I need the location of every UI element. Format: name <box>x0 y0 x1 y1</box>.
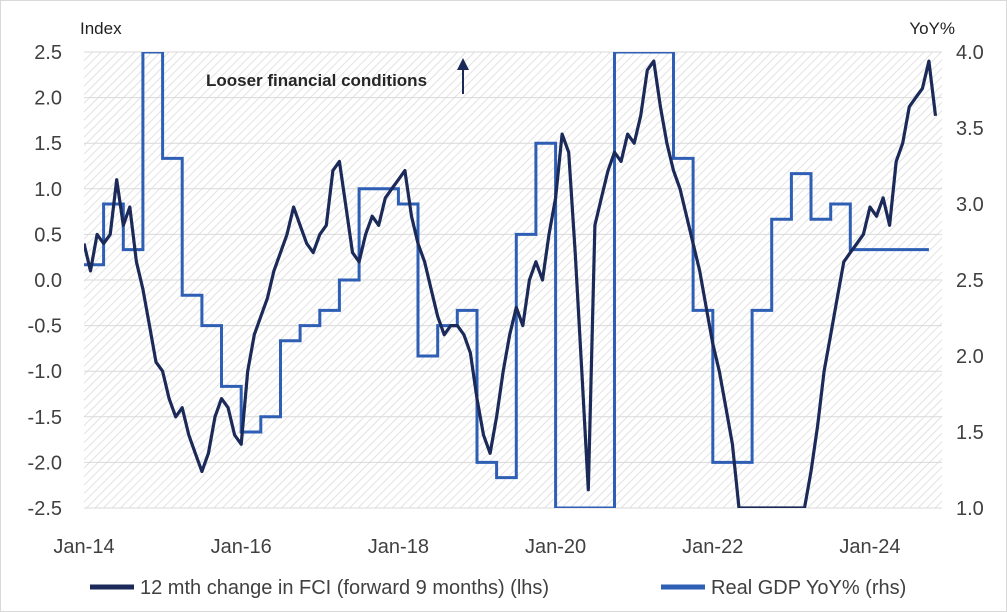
annotation-looser-conditions: Looser financial conditions <box>206 71 427 90</box>
y-left-tick-label: 2.0 <box>34 88 62 110</box>
y-left-tick-label: 2.5 <box>34 42 62 64</box>
y-left-tick-label: 0.5 <box>34 224 62 246</box>
y-left-tick-label: -2.0 <box>28 452 62 474</box>
y-right-tick-label: 1.0 <box>956 498 984 520</box>
y-left-tick-label: -1.5 <box>28 407 62 429</box>
legend: 12 mth change in FCI (forward 9 months) … <box>90 577 906 599</box>
y-left-tick-label: 0.0 <box>34 270 62 292</box>
y-right-tick-label: 2.5 <box>956 270 984 292</box>
x-tick-label: Jan-16 <box>211 536 272 558</box>
left-axis: 2.5 2.0 1.5 1.0 0.5 0.0 -0.5 -1.0 -1.5 -2.0 -2.5 <box>28 42 62 520</box>
y-right-tick-label: 2.0 <box>956 346 984 368</box>
right-axis-title: YoY% <box>909 19 955 38</box>
x-tick-label: Jan-14 <box>53 536 114 558</box>
gridlines <box>84 51 942 509</box>
y-left-tick-label: -2.5 <box>28 498 62 520</box>
y-left-tick-label: 1.0 <box>34 179 62 201</box>
y-left-tick-label: -0.5 <box>28 316 62 338</box>
x-tick-label: Jan-24 <box>839 536 900 558</box>
annotation-arrow-icon <box>457 58 469 94</box>
series-line-fci <box>84 59 938 508</box>
legend-label-gdp: Real GDP YoY% (rhs) <box>711 577 906 599</box>
y-right-tick-label: 3.5 <box>956 118 984 140</box>
left-axis-title: Index <box>80 19 122 38</box>
y-left-tick-label: -1.0 <box>28 361 62 383</box>
x-axis: Jan-14 Jan-16 Jan-18 Jan-20 Jan-22 Jan-24 <box>53 536 900 558</box>
right-axis: 4.0 3.5 3.0 2.5 2.0 1.5 1.0 <box>956 42 984 520</box>
y-right-tick-label: 3.0 <box>956 194 984 216</box>
x-tick-label: Jan-22 <box>682 536 743 558</box>
y-right-tick-label: 1.5 <box>956 422 984 444</box>
x-tick-label: Jan-18 <box>368 536 429 558</box>
y-right-tick-label: 4.0 <box>956 42 984 64</box>
series-line-real-gdp <box>84 52 929 508</box>
y-left-tick-label: 1.5 <box>34 133 62 155</box>
x-tick-label: Jan-20 <box>525 536 586 558</box>
legend-label-fci: 12 mth change in FCI (forward 9 months) … <box>140 577 549 599</box>
